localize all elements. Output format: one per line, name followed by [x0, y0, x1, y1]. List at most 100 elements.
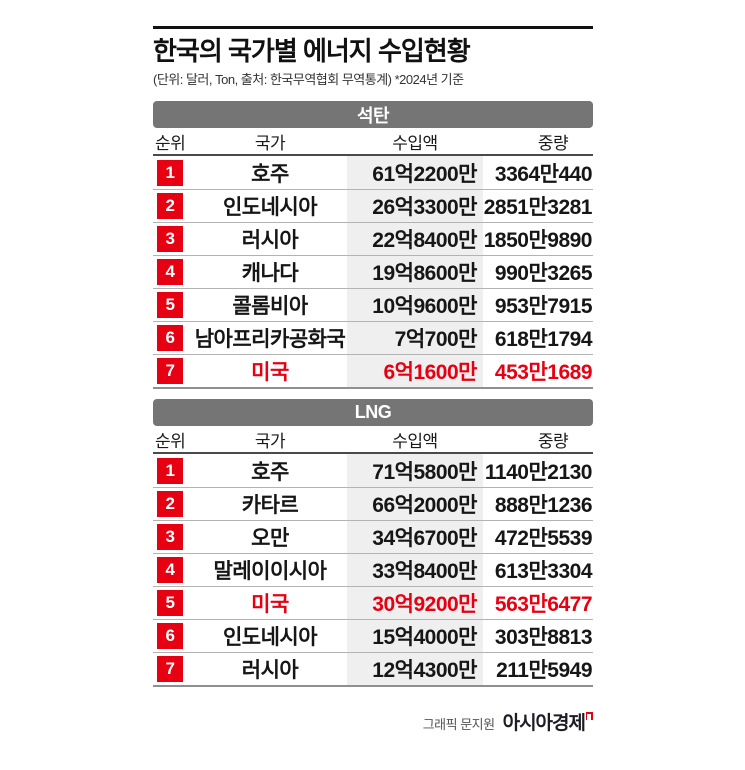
table-row: 6 남아프리카공화국 7억700만 618만1794: [153, 321, 593, 354]
coal-header-row: 순위 국가 수입액 중량: [153, 128, 593, 156]
amount-cell: 7억700만: [347, 322, 483, 354]
amount-cell: 15억4000만: [347, 620, 483, 652]
lng-header-row: 순위 국가 수입액 중량: [153, 426, 593, 454]
country-cell: 미국: [251, 361, 289, 384]
amount-cell: 6억1600만: [347, 355, 483, 387]
weight-cell: 618만1794: [494, 328, 593, 351]
col-header-rank: 순위: [155, 133, 186, 153]
rank-badge: 7: [157, 656, 183, 682]
coal-table-rows: 1 호주 61억2200만 3364만440 2 인도네시아 26억3300만 2851만32…: [153, 156, 593, 389]
rank-cell: 6: [153, 322, 193, 354]
brand-mark-icon: [586, 712, 593, 720]
subtitle-units-source: (단위: 달러, Ton, 출처: 한국무역협회 무역통계) *2024년 기준: [153, 72, 464, 87]
lng-table: LNG 순위 국가 수입액 중량 1 호주 71억5800만 1140만2130 2 카타…: [153, 399, 593, 687]
rank-cell: 2: [153, 190, 193, 222]
weight-cell: 990만3265: [494, 262, 593, 285]
amount-cell: 71억5800만: [347, 454, 483, 487]
amount-cell: 10억9600만: [347, 289, 483, 321]
weight-cell: 613만3304: [494, 560, 593, 583]
col-header-country: 국가: [254, 133, 286, 153]
rank-cell: 1: [153, 454, 193, 487]
country-cell: 러시아: [241, 659, 299, 682]
table-row: 1 호주 71억5800만 1140만2130: [153, 454, 593, 487]
col-header-amount: 수입액: [392, 133, 438, 153]
lng-title-bar: LNG: [153, 399, 593, 426]
coal-table-title: 석탄: [356, 105, 390, 126]
country-cell: 호주: [251, 460, 289, 484]
weight-cell: 303만8813: [494, 626, 593, 649]
country-cell: 말레이이시아: [213, 560, 327, 583]
table-row: 4 캐나다 19억8600만 990만3265: [153, 255, 593, 288]
table-row: 7 미국 6억1600만 453만1689: [153, 354, 593, 387]
rank-cell: 5: [153, 289, 193, 321]
table-row: 3 오만 34억6700만 472만5539: [153, 520, 593, 553]
country-cell: 남아프리카공화국: [194, 328, 346, 351]
footer-credit: 그래픽 문지원 아시아경제: [153, 708, 593, 735]
col-header-weight: 중량: [537, 431, 569, 451]
table-row: 4 말레이이시아 33억8400만 613만3304: [153, 553, 593, 586]
rank-cell: 3: [153, 223, 193, 255]
rank-cell: 3: [153, 521, 193, 553]
rank-cell: 7: [153, 653, 193, 685]
amount-cell: 33억8400만: [347, 554, 483, 586]
country-cell: 캐나다: [241, 262, 299, 285]
weight-cell: 1140만2130: [484, 460, 593, 484]
coal-table: 석탄 순위 국가 수입액 중량 1 호주 61억2200만 3364만440 2 인도네시…: [153, 101, 593, 389]
weight-cell: 953만7915: [494, 295, 593, 318]
credit-text: 그래픽 문지원: [422, 717, 495, 732]
country-cell: 인도네시아: [222, 626, 318, 649]
table-row: 2 인도네시아 26억3300만 2851만3281: [153, 189, 593, 222]
rank-badge: 6: [157, 325, 183, 351]
weight-cell: 888만1236: [494, 494, 593, 517]
amount-cell: 26억3300만: [347, 190, 483, 222]
rank-badge: 2: [157, 193, 183, 219]
rank-cell: 2: [153, 488, 193, 520]
rank-badge: 4: [157, 557, 183, 583]
rank-badge: 1: [157, 159, 183, 186]
weight-cell: 3364만440: [494, 162, 593, 186]
amount-cell: 61억2200만: [347, 156, 483, 189]
country-cell: 호주: [251, 162, 289, 186]
table-row: 2 카타르 66억2000만 888만1236: [153, 487, 593, 520]
country-cell: 인도네시아: [222, 196, 318, 219]
weight-cell: 472만5539: [494, 527, 593, 550]
country-cell: 콜롬비아: [232, 295, 308, 318]
table-row: 5 미국 30억9200만 563만6477: [153, 586, 593, 619]
amount-cell: 34억6700만: [347, 521, 483, 553]
weight-cell: 453만1689: [494, 361, 593, 384]
table-row: 3 러시아 22억8400만 1850만9890: [153, 222, 593, 255]
rank-badge: 3: [157, 226, 183, 252]
brand-logo-text: 아시아경제: [502, 713, 586, 734]
amount-cell: 66억2000만: [347, 488, 483, 520]
content-column: 한국의 국가별 에너지 수입현황 (단위: 달러, Ton, 출처: 한국무역협…: [153, 26, 593, 735]
country-cell: 카타르: [241, 494, 299, 517]
rank-badge: 5: [157, 292, 183, 318]
page-title: 한국의 국가별 에너지 수입현황: [153, 36, 471, 66]
amount-cell: 12억4300만: [347, 653, 483, 685]
rank-badge: 5: [157, 590, 183, 616]
amount-cell: 19억8600만: [347, 256, 483, 288]
weight-cell: 2851만3281: [483, 196, 593, 219]
rank-badge: 4: [157, 259, 183, 285]
lng-table-rows: 1 호주 71억5800만 1140만2130 2 카타르 66억2000만 888만1236…: [153, 454, 593, 687]
rank-cell: 7: [153, 355, 193, 387]
top-rule: [153, 26, 593, 29]
weight-cell: 563만6477: [494, 593, 593, 616]
table-row: 1 호주 61억2200만 3364만440: [153, 156, 593, 189]
weight-cell: 1850만9890: [483, 229, 593, 252]
col-header-amount: 수입액: [392, 431, 438, 451]
rank-badge: 3: [157, 524, 183, 550]
country-cell: 미국: [251, 593, 289, 616]
table-row: 6 인도네시아 15억4000만 303만8813: [153, 619, 593, 652]
table-row: 5 콜롬비아 10억9600만 953만7915: [153, 288, 593, 321]
rank-cell: 4: [153, 554, 193, 586]
rank-cell: 1: [153, 156, 193, 189]
rank-cell: 5: [153, 587, 193, 619]
country-cell: 러시아: [241, 229, 299, 252]
rank-cell: 4: [153, 256, 193, 288]
col-header-weight: 중량: [537, 133, 569, 153]
rank-badge: 7: [157, 358, 183, 384]
weight-cell: 211만5949: [496, 659, 592, 682]
table-row: 7 러시아 12억4300만 211만5949: [153, 652, 593, 685]
amount-cell: 22억8400만: [347, 223, 483, 255]
